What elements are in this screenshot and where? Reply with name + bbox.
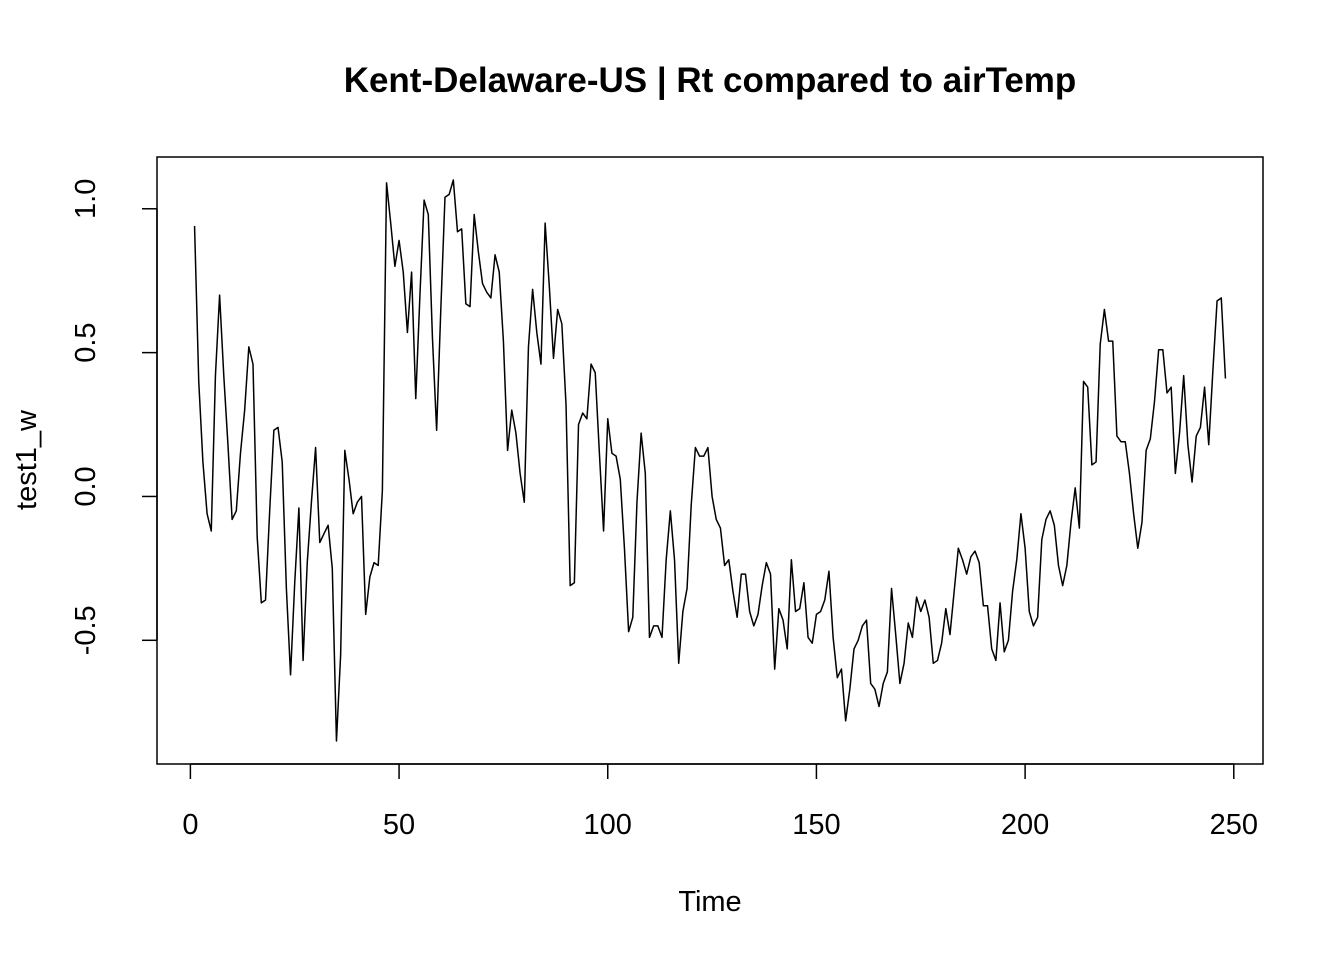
- x-tick-label: 0: [182, 809, 198, 841]
- x-tick-label: 50: [383, 809, 415, 841]
- chart-title: Kent-Delaware-US | Rt compared to airTem…: [344, 61, 1077, 100]
- y-tick-label: 1.0: [70, 179, 102, 219]
- y-axis-label: test1_w: [11, 409, 43, 510]
- y-axis: -0.5 0.0 0.5 1.0: [70, 179, 158, 655]
- x-axis: 0 50 100 150 200 250: [182, 763, 1258, 841]
- x-axis-label: Time: [678, 886, 741, 918]
- series-line: [193, 179, 1227, 742]
- y-tick-label: 0.0: [70, 466, 102, 506]
- x-tick-label: 250: [1210, 809, 1258, 841]
- x-tick-label: 100: [584, 809, 632, 841]
- x-tick-label: 150: [792, 809, 840, 841]
- y-tick-label: 0.5: [70, 322, 102, 362]
- y-tick-label: -0.5: [70, 605, 102, 655]
- x-tick-label: 200: [1001, 809, 1049, 841]
